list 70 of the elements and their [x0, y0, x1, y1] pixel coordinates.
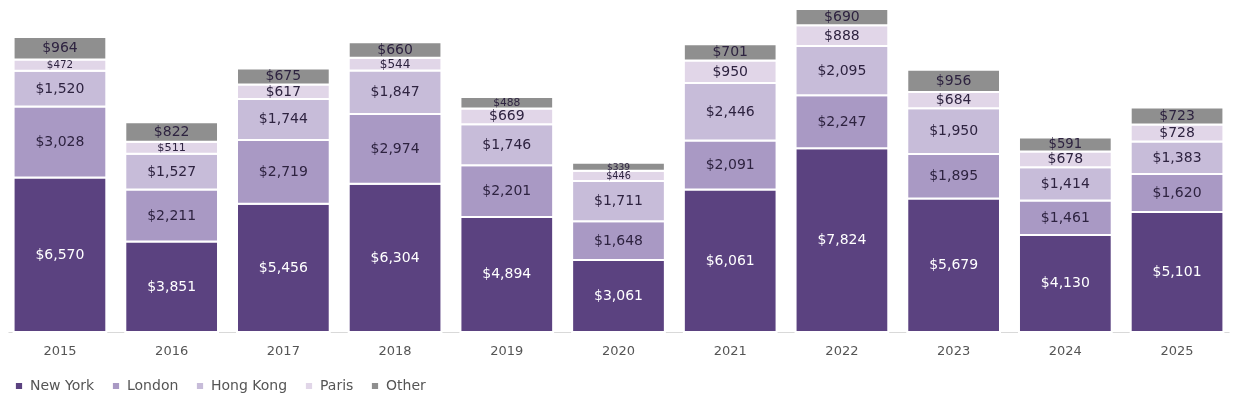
data-label: $1,461	[1040, 208, 1090, 225]
data-label: $1,648	[594, 231, 643, 248]
x-tick-label: 2017	[266, 342, 300, 358]
data-label: $5,679	[929, 256, 979, 273]
data-label: $1,950	[929, 122, 979, 139]
data-label: $2,201	[482, 182, 532, 199]
data-label: $4,130	[1040, 274, 1090, 291]
data-label: $675	[265, 67, 302, 84]
data-label: $684	[935, 91, 972, 108]
data-label: $964	[42, 39, 78, 56]
x-tick-label: 2018	[378, 342, 412, 358]
data-label: $1,847	[370, 83, 420, 100]
data-label: $2,974	[370, 139, 420, 156]
data-label: $1,744	[258, 110, 308, 127]
data-label: $1,527	[147, 162, 197, 179]
data-label: $3,851	[147, 277, 197, 294]
data-label: $956	[935, 71, 972, 88]
data-label: $728	[1159, 123, 1195, 140]
data-label: $7,824	[817, 231, 867, 248]
x-tick-label: 2020	[601, 342, 636, 358]
data-label: $2,719	[258, 162, 308, 179]
legend-label: Other	[386, 377, 426, 393]
data-label: $1,711	[594, 192, 643, 209]
data-label: $2,446	[705, 102, 755, 119]
data-label: $617	[265, 82, 301, 99]
data-label: $1,414	[1040, 174, 1090, 191]
data-label: $6,061	[705, 251, 755, 268]
data-label: $339	[607, 161, 631, 172]
data-label: $6,304	[370, 248, 420, 265]
data-label: $669	[488, 107, 525, 124]
data-label: $660	[377, 41, 413, 58]
data-label: $488	[493, 95, 521, 109]
x-tick-label: 2024	[1048, 342, 1082, 358]
data-label: $591	[1048, 136, 1083, 152]
data-label: $1,895	[929, 167, 979, 184]
data-label: $3,061	[594, 287, 643, 304]
data-label: $5,456	[258, 258, 308, 275]
legend-label: Hong Kong	[211, 377, 288, 393]
data-label: $3,028	[35, 133, 85, 150]
data-label: $5,101	[1152, 263, 1202, 280]
data-label: $2,091	[705, 155, 755, 172]
data-label: $472	[46, 58, 74, 71]
data-label: $6,570	[35, 245, 85, 262]
x-tick-label: 2025	[1160, 342, 1194, 358]
data-label: $1,520	[35, 79, 85, 96]
data-label: $701	[712, 43, 749, 60]
data-label: $4,894	[482, 265, 532, 282]
data-label: $1,383	[1152, 148, 1202, 165]
x-tick-label: 2022	[825, 342, 859, 358]
x-tick-label: 2015	[43, 342, 77, 358]
data-label: $822	[153, 122, 190, 139]
data-label: $888	[824, 26, 860, 43]
data-label: $544	[379, 57, 411, 72]
data-label: $1,746	[482, 135, 532, 152]
data-label: $2,095	[817, 61, 867, 78]
data-label: $678	[1047, 150, 1084, 167]
data-label: $950	[712, 62, 749, 79]
data-label: $2,211	[147, 206, 197, 223]
data-label: $2,247	[817, 112, 867, 129]
data-label: $690	[824, 8, 860, 25]
data-label: $723	[1159, 106, 1195, 123]
x-tick-label: 2016	[155, 342, 189, 358]
data-label: $1,620	[1152, 184, 1202, 201]
data-label: $511	[157, 140, 186, 154]
x-tick-label: 2019	[490, 342, 524, 358]
legend-label: Paris	[320, 377, 354, 393]
legend-label: London	[127, 377, 179, 393]
legend-label: New York	[30, 377, 95, 393]
x-tick-label: 2023	[937, 342, 971, 358]
x-tick-label: 2021	[713, 342, 747, 358]
